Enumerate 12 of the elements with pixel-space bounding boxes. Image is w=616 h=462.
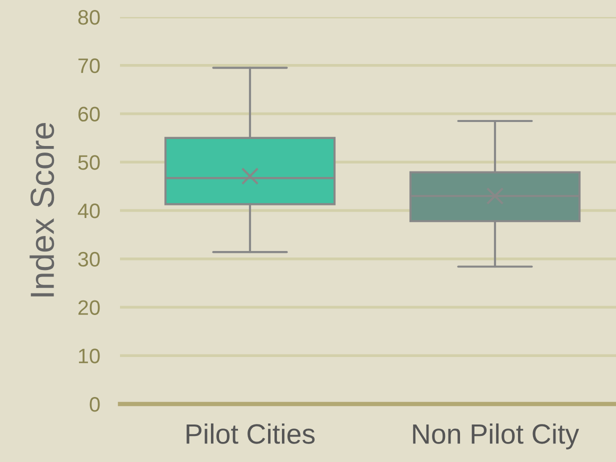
y-tick-label: 20 <box>78 300 100 316</box>
y-tick-label: 50 <box>78 155 100 170</box>
x-tick-label: Pilot Cities <box>186 423 315 444</box>
y-tick-label: 60 <box>78 106 100 122</box>
y-tick-label: 40 <box>78 204 100 218</box>
y-tick-label: 70 <box>78 58 100 74</box>
y-tick-label: 10 <box>78 348 100 364</box>
y-tick-label: 80 <box>78 10 100 25</box>
y-tick-label: 30 <box>78 252 100 267</box>
y-tick-label: 0 <box>90 397 100 412</box>
x-tick-label: Non Pilot City <box>413 423 580 450</box>
y-axis-title: Index Score <box>30 123 54 296</box>
